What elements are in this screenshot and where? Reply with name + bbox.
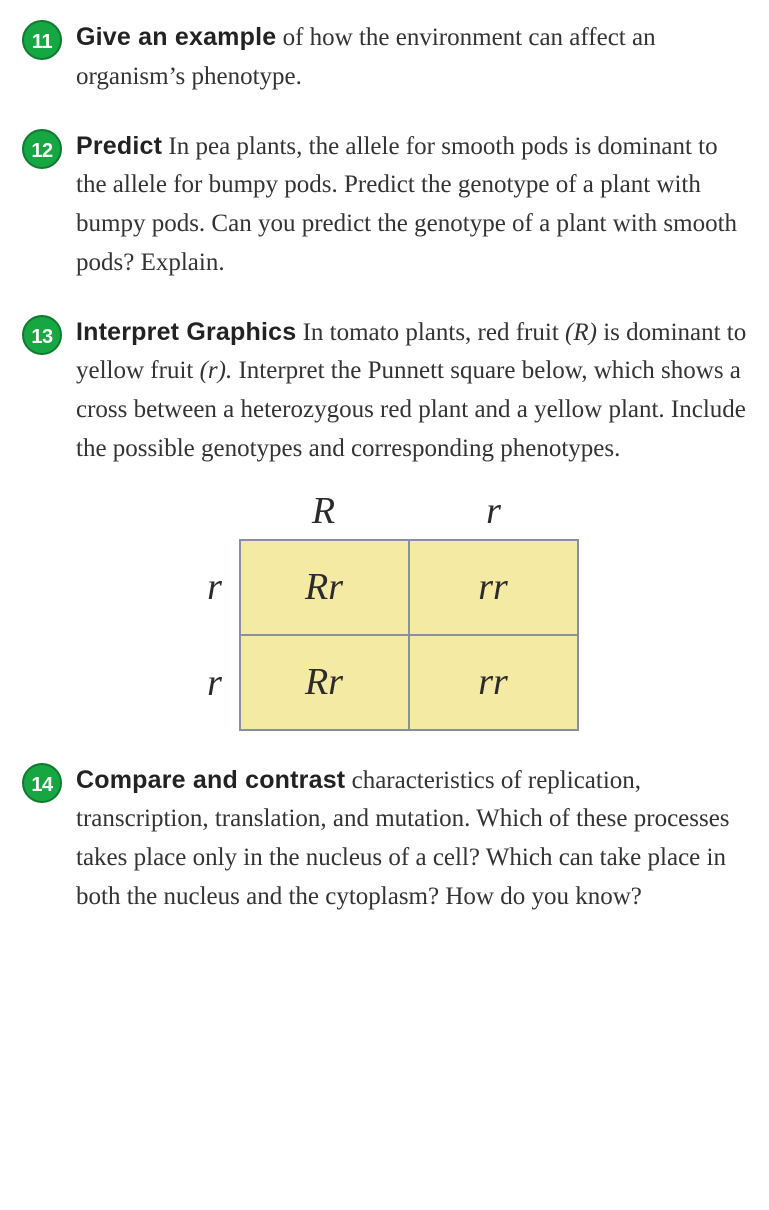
question-13: 13 Interpret Graphics In tomato plants, … [22,313,747,469]
question-13-text: Interpret Graphics In tomato plants, red… [76,313,747,469]
badge-11: 11 [22,20,62,60]
punnett-cell-1-2: rr [409,539,579,635]
question-14: 14 Compare and contrast characteristics … [22,761,747,917]
question-12-text: Predict In pea plants, the allele for sm… [76,127,747,283]
page: 11 Give an example of how the environmen… [0,0,769,987]
punnett-cell-2-2: rr [409,635,579,731]
question-13-pre: In tomato plants, red fruit [296,319,565,346]
punnett-top-allele-1: R [312,489,335,533]
question-11: 11 Give an example of how the environmen… [22,18,747,97]
punnett-cell-2-1: Rr [239,635,409,731]
badge-12: 12 [22,129,62,169]
question-12: 12 Predict In pea plants, the allele for… [22,127,747,283]
badge-13: 13 [22,315,62,355]
question-14-text: Compare and contrast characteristics of … [76,761,747,917]
punnett-square: R r r Rr rr r Rr rr [22,483,747,731]
question-14-lead: Compare and contrast [76,766,345,794]
punnett-cell-1-1: Rr [239,539,409,635]
punnett-side-allele-2: r [207,661,222,705]
question-13-em1: (R) [565,319,597,346]
badge-14: 14 [22,763,62,803]
question-12-body: In pea plants, the allele for smooth pod… [76,133,737,276]
question-12-lead: Predict [76,132,162,160]
question-11-text: Give an example of how the environment c… [76,18,747,97]
question-13-lead: Interpret Graphics [76,318,296,346]
punnett-grid: R r r Rr rr r Rr rr [191,483,579,731]
punnett-top-allele-2: r [486,489,501,533]
question-13-em2: (r). [200,357,233,384]
question-11-lead: Give an example [76,23,276,51]
punnett-side-allele-1: r [207,565,222,609]
